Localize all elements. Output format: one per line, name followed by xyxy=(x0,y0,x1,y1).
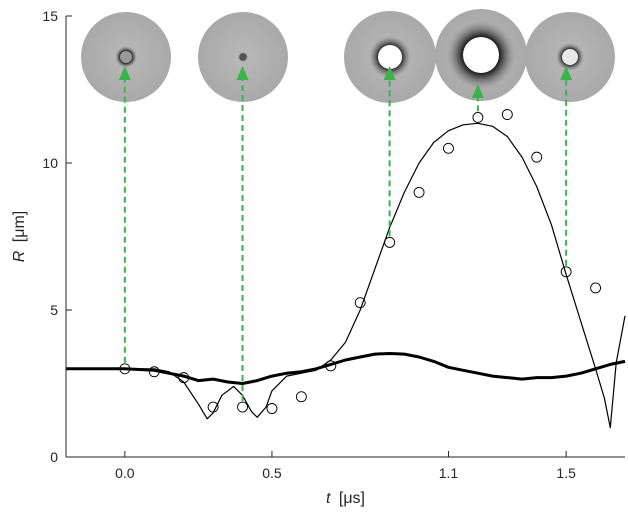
bubble-image-4 xyxy=(435,9,527,101)
y-tick-label: 15 xyxy=(42,8,58,24)
annotation-arrow-head xyxy=(471,84,484,98)
y-axis-unit: [μm] xyxy=(11,211,28,242)
y-tick-label: 0 xyxy=(50,449,58,465)
x-axis-label: t [μs] xyxy=(326,490,365,507)
y-ticks: 0 5 10 15 xyxy=(42,8,72,465)
x-tick-label: 0.0 xyxy=(115,465,135,481)
bubble-core xyxy=(240,54,246,60)
data-point xyxy=(413,186,425,198)
y-axis-label: R [μm] xyxy=(11,211,28,262)
x-tick-label: 0.5 xyxy=(262,465,282,481)
y-axis-symbol: R xyxy=(11,250,28,262)
bubble-image-1 xyxy=(81,12,171,102)
bubble-image-3 xyxy=(344,11,436,103)
data-point xyxy=(443,142,454,154)
annotation-arrow-head xyxy=(383,66,396,80)
annotation-arrow-head xyxy=(560,66,573,80)
data-point xyxy=(295,391,307,403)
bubble-core xyxy=(562,49,578,65)
x-tick-label: 1.1 xyxy=(439,465,459,481)
bubble-core xyxy=(463,37,499,73)
bubble-image-5 xyxy=(525,12,615,102)
annotation-arrows xyxy=(118,66,573,402)
data-point xyxy=(590,282,602,294)
plot-area xyxy=(66,109,626,429)
data-point xyxy=(531,151,543,163)
bubble-core xyxy=(378,45,402,69)
annotation-arrow-head xyxy=(118,66,131,80)
series-line-thin xyxy=(66,122,626,429)
data-point xyxy=(266,403,278,414)
annotation-arrow-head xyxy=(236,66,249,80)
data-point xyxy=(237,401,248,413)
bubble-image-2 xyxy=(198,12,288,102)
x-axis-unit: [μs] xyxy=(339,490,365,507)
y-tick-label: 5 xyxy=(50,302,58,318)
axes: 0 5 10 15 0.0 0.5 1.1 1.5 t [μs] R [μm] xyxy=(11,8,625,507)
data-point xyxy=(354,297,366,309)
y-tick-label: 10 xyxy=(42,155,58,171)
bubble-core xyxy=(120,51,132,63)
x-ticks: 0.0 0.5 1.1 1.5 xyxy=(115,451,576,481)
data-point xyxy=(501,109,513,120)
data-point xyxy=(472,111,484,123)
data-point xyxy=(560,266,572,278)
series-line-thick xyxy=(66,352,626,385)
x-tick-label: 1.5 xyxy=(556,465,576,481)
x-axis-symbol: t xyxy=(326,490,331,507)
bubble-images xyxy=(81,9,615,103)
